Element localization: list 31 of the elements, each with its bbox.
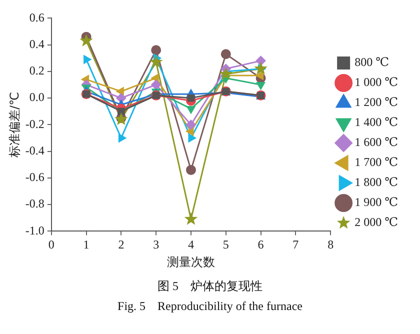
y-tick-label: -1.0 [25, 223, 44, 238]
x-axis-title: 测量次数 [166, 254, 215, 269]
legend-label: 2 000 ℃ [354, 215, 398, 230]
y-tick-label: -0.8 [25, 196, 44, 211]
legend-label: 1 600 ℃ [354, 135, 398, 150]
y-axis-title: 标准偏差/℃ [7, 92, 22, 158]
y-tick-label: 0.0 [29, 90, 44, 104]
caption: 图 5 炉体的复现性 [156, 278, 264, 295]
y-tick-label: -0.4 [25, 143, 44, 158]
y-tick-label: 0.6 [29, 10, 44, 24]
legend-label: 1 800 ℃ [354, 175, 398, 190]
legend-label: 1 700 ℃ [354, 155, 398, 170]
y-tick-label: -0.2 [25, 116, 44, 131]
x-tick-label: 8 [328, 238, 334, 252]
legend-label: 1 400 ℃ [354, 115, 398, 130]
x-tick-label: 5 [222, 238, 229, 252]
legend-label: 1 000 ℃ [354, 75, 398, 90]
x-tick-label: 0 [48, 238, 54, 252]
legend-label: 1 200 ℃ [354, 95, 398, 110]
caption: Fig. 5 Reproducibility of the furnace [116, 298, 304, 315]
x-tick-label: 2 [118, 238, 124, 252]
y-tick-label: -0.6 [25, 170, 44, 184]
x-tick-label: 6 [258, 238, 264, 252]
y-tick-label: 0.2 [29, 64, 44, 78]
x-tick-label: 4 [188, 238, 194, 252]
x-tick-label: 7 [292, 238, 299, 252]
y-tick-label: 0.4 [29, 36, 44, 51]
x-tick-label: 1 [83, 238, 90, 252]
legend-label: 1 900 ℃ [354, 195, 398, 210]
legend-label: 800 ℃ [354, 55, 390, 70]
x-tick-label: 3 [153, 238, 160, 252]
